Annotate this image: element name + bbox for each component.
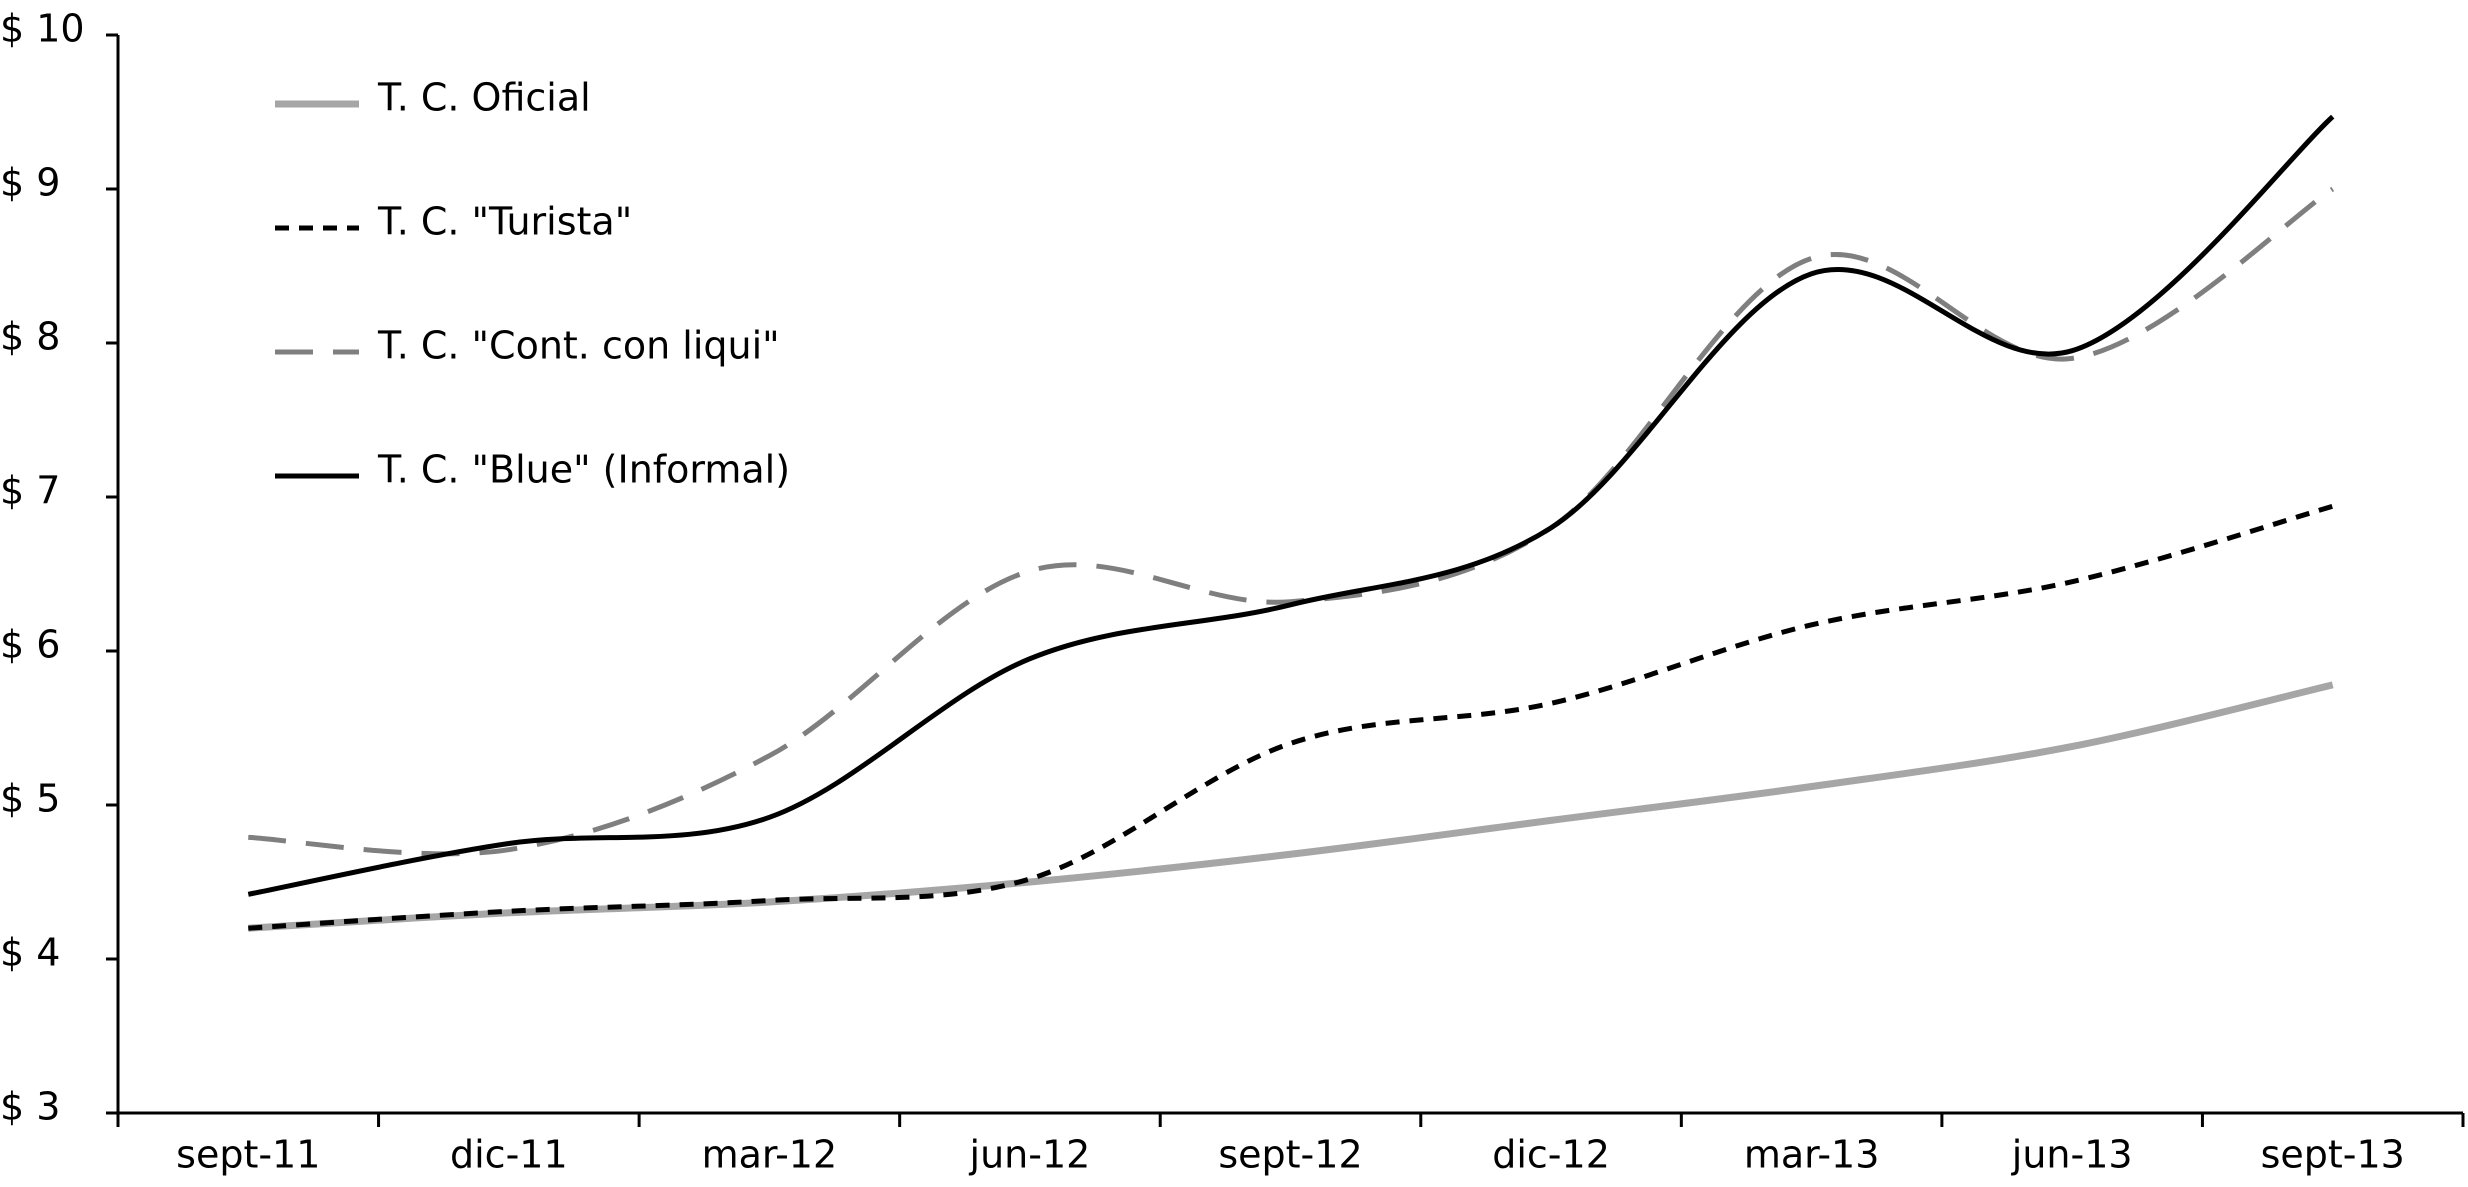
x-tick-label: sept-11 — [176, 1133, 320, 1177]
series-line — [248, 186, 2335, 857]
x-tick-label: jun-12 — [969, 1133, 1091, 1177]
x-tick-label: sept-13 — [2261, 1133, 2405, 1177]
x-tick-label: mar-12 — [702, 1133, 838, 1177]
series-line — [248, 681, 2334, 932]
x-tick-label: jun-13 — [2011, 1133, 2133, 1177]
y-tick-label: $ 8 — [0, 315, 60, 359]
legend-label: T. C. "Blue" (Informal) — [377, 448, 790, 492]
y-tick-label: $ 3 — [0, 1085, 60, 1129]
x-tick-label: dic-12 — [1492, 1133, 1610, 1177]
y-tick-label: $ 7 — [0, 469, 60, 513]
legend-label: T. C. "Cont. con liqui" — [377, 324, 780, 368]
x-tick-label: dic-11 — [450, 1133, 568, 1177]
y-tick-label: $ 10 — [0, 7, 85, 51]
x-tick-label: mar-13 — [1744, 1133, 1880, 1177]
y-tick-label: $ 6 — [0, 623, 60, 667]
y-tick-label: $ 5 — [0, 777, 60, 821]
legend-label: T. C. "Turista" — [377, 200, 632, 244]
legend-label: T. C. Oficial — [377, 76, 591, 120]
y-tick-label: $ 4 — [0, 931, 60, 975]
x-tick-label: sept-12 — [1218, 1133, 1362, 1177]
y-tick-label: $ 9 — [0, 161, 60, 205]
series-line — [247, 114, 2335, 897]
series-line — [248, 503, 2334, 931]
